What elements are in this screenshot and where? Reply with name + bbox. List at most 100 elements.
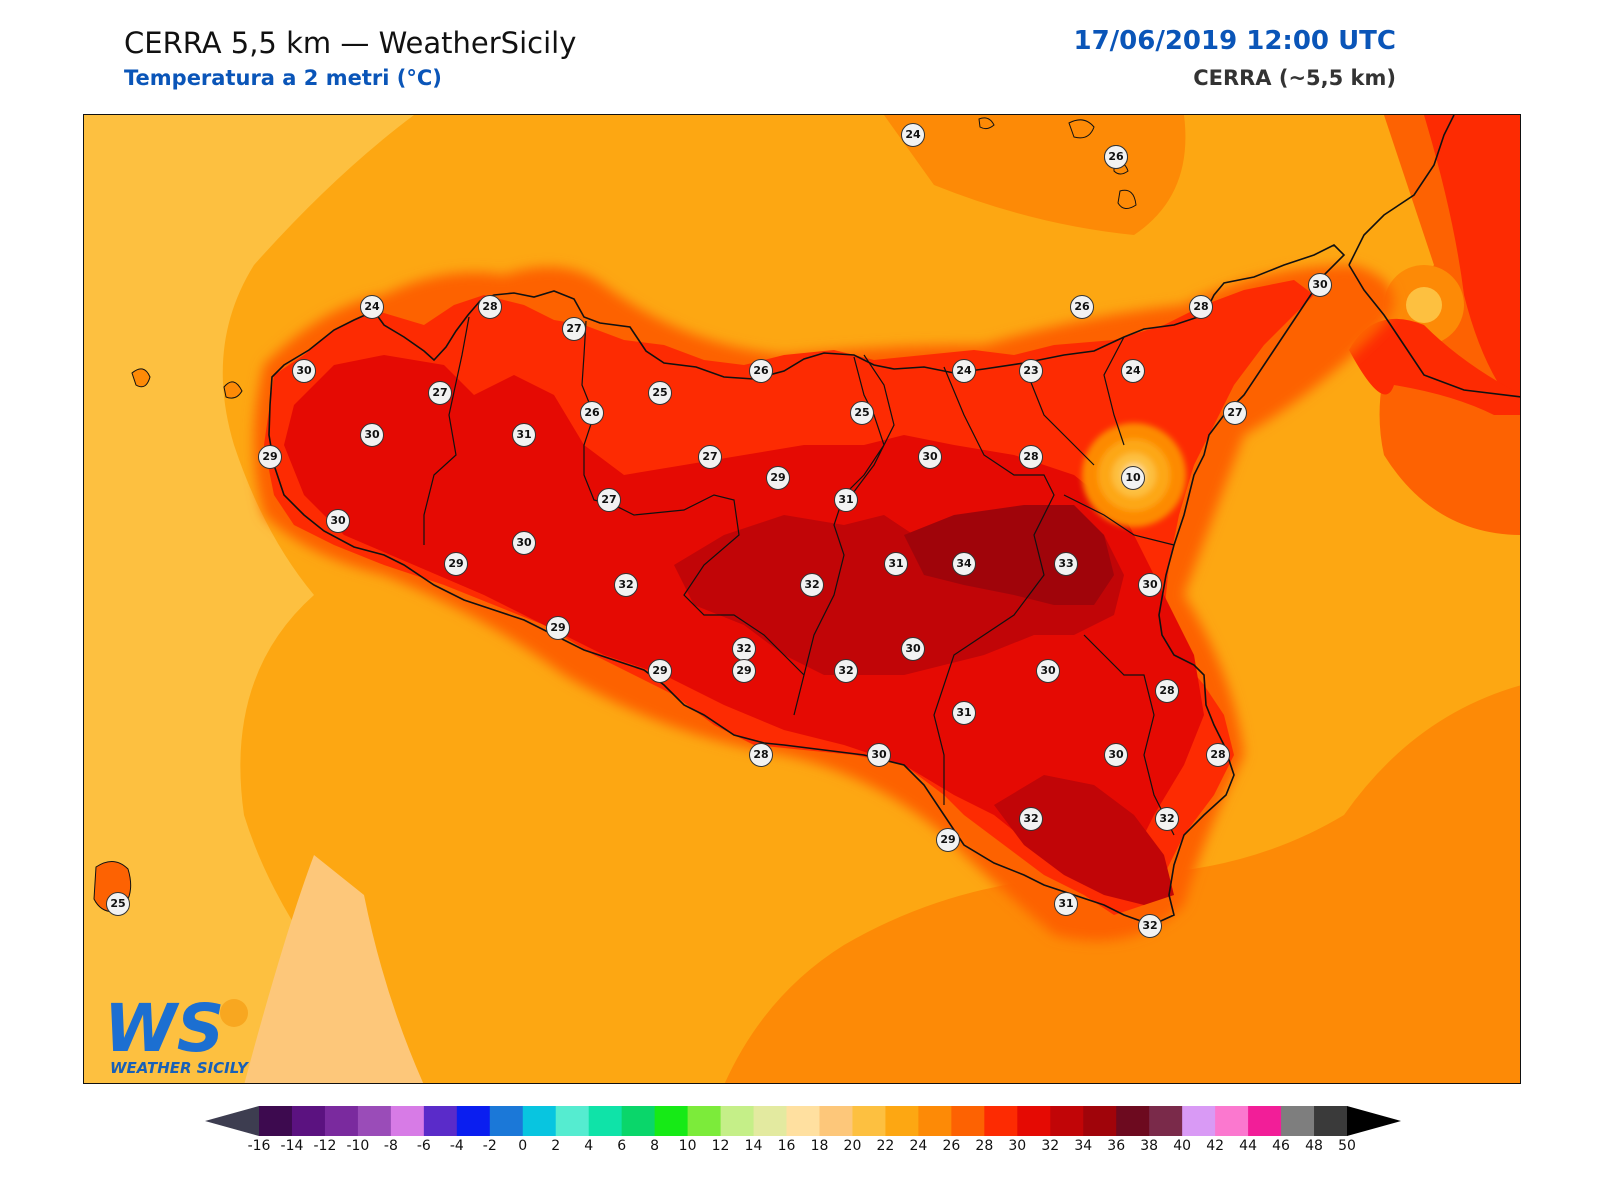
colorbar-segment	[588, 1106, 623, 1136]
temperature-label: 30	[1138, 573, 1162, 597]
temperature-label: 27	[428, 381, 452, 405]
colorbar-tick-label: 38	[1140, 1138, 1159, 1154]
colorbar-segment	[489, 1106, 524, 1136]
temperature-label: 28	[749, 743, 773, 767]
temperature-label: 31	[952, 701, 976, 725]
temperature-label: 34	[952, 552, 976, 576]
temperature-label: 30	[1308, 273, 1332, 297]
temperature-label: 30	[918, 445, 942, 469]
ustica-island	[978, 117, 995, 130]
colorbar-tick-label: 22	[876, 1138, 895, 1154]
temperature-label: 30	[512, 531, 536, 555]
colorbar-segment	[984, 1106, 1018, 1136]
colorbar-tick-label: -6	[416, 1138, 431, 1154]
run-datetime: 17/06/2019 12:00 UTC	[1073, 26, 1396, 56]
map-subtitle: Temperatura a 2 metri (°C)	[124, 66, 442, 90]
colorbar-segment	[1116, 1106, 1150, 1136]
colorbar-tick-label: -2	[482, 1138, 497, 1154]
temperature-label: 31	[1054, 892, 1078, 916]
colorbar-tick-label: 42	[1206, 1138, 1225, 1154]
temperature-label: 32	[800, 573, 824, 597]
colorbar-segment	[1281, 1106, 1315, 1136]
temperature-label: 30	[326, 509, 350, 533]
weathersicily-logo: WS	[98, 983, 258, 1083]
temperature-label: 32	[614, 573, 638, 597]
etna-south-hottest	[904, 505, 1114, 605]
calabria-hot	[1424, 115, 1520, 413]
temperature-label: 31	[512, 423, 536, 447]
colorbar-tick-label: 44	[1239, 1138, 1257, 1154]
temperature-label: 30	[292, 359, 316, 383]
colorbar-tick-label: 36	[1107, 1138, 1126, 1154]
temperature-label: 29	[732, 659, 756, 683]
sicily-coastline	[268, 244, 1346, 926]
temperature-label: 29	[648, 659, 672, 683]
colorbar-tick-label: -8	[383, 1138, 398, 1154]
colorbar-tick-label: 30	[1008, 1138, 1027, 1154]
temperature-label: 25	[648, 381, 672, 405]
colorbar-segment	[1083, 1106, 1117, 1136]
colorbar-tick-label: 34	[1074, 1138, 1093, 1154]
map-title: CERRA 5,5 km — WeatherSicily	[124, 26, 577, 60]
colorbar-ticks: -16 -14 -12 -10 -8 -6 -4 -2 0 2 4 6 8 10 12 14 16 18 20 22 2…	[205, 1138, 1401, 1158]
colorbar-tick-label: 8	[650, 1138, 660, 1154]
calabria-coastline	[1348, 115, 1520, 398]
colorbar-tick-label: 16	[777, 1138, 796, 1154]
southeast-hot-field	[994, 775, 1174, 905]
colorbar-segment	[720, 1106, 755, 1136]
colorbar-tick-label: -14	[280, 1138, 304, 1154]
colorbar-segment	[951, 1106, 985, 1136]
temperature-label: 23	[1019, 359, 1043, 383]
temperature-label: 25	[106, 892, 130, 916]
colorbar-tick-label: 4	[584, 1138, 594, 1154]
temperature-label: 31	[834, 488, 858, 512]
west-sea-field	[84, 115, 423, 1083]
temperature-label: 32	[732, 637, 756, 661]
colorbar-segment	[621, 1106, 656, 1136]
temperature-label: 30	[1104, 743, 1128, 767]
temperature-label: 29	[546, 616, 570, 640]
colorbar-tick-label: -10	[346, 1138, 370, 1154]
colorbar-segment	[522, 1106, 557, 1136]
colorbar-segment	[324, 1106, 359, 1136]
colorbar-segment	[687, 1106, 722, 1136]
temperature-label: 30	[867, 743, 891, 767]
colorbar-max-arrow	[1347, 1106, 1401, 1136]
temperature-label: 30	[901, 637, 925, 661]
temperature-label: 32	[1019, 807, 1043, 831]
colorbar-tick-label: 48	[1305, 1138, 1323, 1154]
colorbar-tick-label: 14	[744, 1138, 763, 1154]
temperature-label: 33	[1054, 552, 1078, 576]
temperature-label: 27	[1223, 401, 1247, 425]
colorbar-segment	[1314, 1106, 1348, 1136]
colorbar-segment	[885, 1106, 919, 1136]
colorbar-tick-label: -4	[449, 1138, 464, 1154]
temperature-label: 30	[1036, 659, 1060, 683]
temperature-label: 24	[952, 359, 976, 383]
temperature-label: 28	[478, 295, 502, 319]
temperature-label: 24	[1121, 359, 1145, 383]
temperature-label: 32	[1138, 914, 1162, 938]
colorbar-segment	[1182, 1106, 1216, 1136]
southwest-pale-field	[244, 855, 424, 1083]
model-label: CERRA (~5,5 km)	[1193, 66, 1396, 90]
temperature-label: 30	[360, 423, 384, 447]
temperature-field	[84, 115, 1520, 1083]
logo-text: WEATHER SICILY	[110, 1059, 248, 1077]
colorbar-segment	[1050, 1106, 1084, 1136]
colorbar-segment	[1215, 1106, 1249, 1136]
tyrrhenian-warm	[884, 115, 1186, 235]
temperature-label: 10	[1121, 466, 1145, 490]
colorbar-tick-label: 46	[1272, 1138, 1290, 1154]
colorbar-segment	[423, 1106, 458, 1136]
temperature-label: 29	[444, 552, 468, 576]
colorbar-tick-label: 20	[843, 1138, 862, 1154]
colorbar-tick-label: 2	[551, 1138, 561, 1154]
colorbar-segment	[456, 1106, 491, 1136]
colorbar-tick-label: 12	[711, 1138, 730, 1154]
colorbar-segment	[753, 1106, 788, 1136]
temperature-label: 26	[749, 359, 773, 383]
temperature-label: 29	[936, 828, 960, 852]
temperature-label: 28	[1155, 679, 1179, 703]
svg-text:WS: WS	[104, 990, 224, 1063]
